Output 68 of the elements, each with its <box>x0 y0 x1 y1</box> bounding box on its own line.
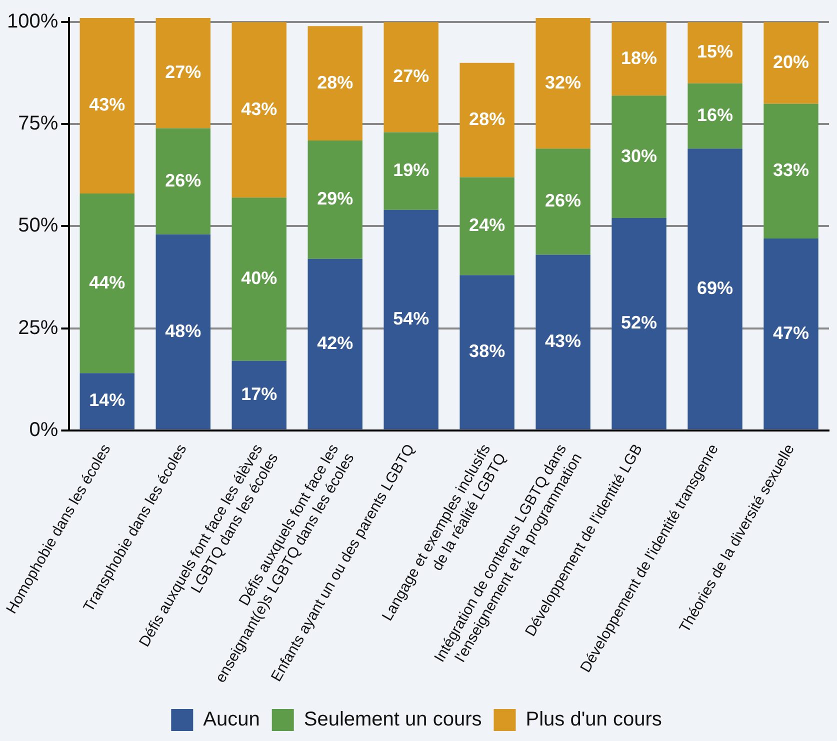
bar <box>80 18 134 194</box>
bar <box>80 194 134 374</box>
data-label: 32% <box>545 72 582 92</box>
bar <box>536 254 590 430</box>
bar <box>764 22 818 104</box>
data-label: 15% <box>697 42 734 62</box>
y-tick-label: 0% <box>29 418 58 441</box>
data-label: 40% <box>241 268 278 288</box>
legend-label: Plus d'un cours <box>526 708 662 731</box>
data-label: 44% <box>89 272 126 292</box>
data-label: 27% <box>165 62 202 82</box>
y-tick-label: 50% <box>18 214 58 237</box>
data-label: 47% <box>772 322 810 343</box>
bar <box>764 238 818 430</box>
bar <box>764 104 818 238</box>
data-label: 26% <box>165 170 202 190</box>
bar <box>612 96 666 218</box>
bar <box>308 258 362 430</box>
legend-label: Aucun <box>203 708 260 731</box>
bar <box>232 198 286 361</box>
data-label: 27% <box>393 66 430 86</box>
y-tick-label: 25% <box>18 316 58 339</box>
data-label: 38% <box>469 341 506 362</box>
data-label: 43% <box>545 331 582 352</box>
data-label: 43% <box>241 98 278 119</box>
data-label: 17% <box>241 384 278 404</box>
bar <box>156 18 210 128</box>
bar <box>688 22 742 84</box>
bar <box>384 22 438 132</box>
y-tick-label: 75% <box>18 112 58 135</box>
bar <box>460 177 514 276</box>
bar <box>308 26 362 140</box>
data-label: 52% <box>621 312 658 333</box>
data-label: 54% <box>393 308 430 329</box>
bar <box>384 210 438 430</box>
bar <box>156 128 210 234</box>
data-label: 29% <box>317 188 354 209</box>
data-label: 19% <box>393 160 430 180</box>
bar <box>80 373 134 430</box>
bar <box>460 275 514 430</box>
bar <box>232 22 286 198</box>
bar <box>156 234 210 430</box>
bar <box>688 83 742 149</box>
bar <box>536 148 590 255</box>
bar <box>612 218 666 430</box>
legend-label: Seulement un cours <box>304 708 482 731</box>
data-label: 20% <box>772 52 810 72</box>
y-tick-label: 100% <box>6 10 58 33</box>
data-label: 28% <box>469 109 506 130</box>
data-label: 33% <box>772 160 810 180</box>
bar <box>612 22 666 96</box>
bar <box>536 18 590 149</box>
data-label: 26% <box>545 190 582 211</box>
data-label: 42% <box>317 333 354 354</box>
data-label: 24% <box>469 215 506 236</box>
data-label: 28% <box>317 72 354 92</box>
data-label: 18% <box>621 48 658 68</box>
bar <box>308 140 362 259</box>
data-label: 69% <box>697 278 734 298</box>
data-label: 16% <box>697 104 734 125</box>
bar <box>384 132 438 210</box>
bar <box>460 62 514 178</box>
data-label: 43% <box>89 94 126 115</box>
bar <box>688 148 742 430</box>
data-label: 14% <box>89 390 126 410</box>
data-label: 30% <box>621 146 658 166</box>
bar <box>232 360 286 430</box>
data-label: 48% <box>165 320 202 341</box>
